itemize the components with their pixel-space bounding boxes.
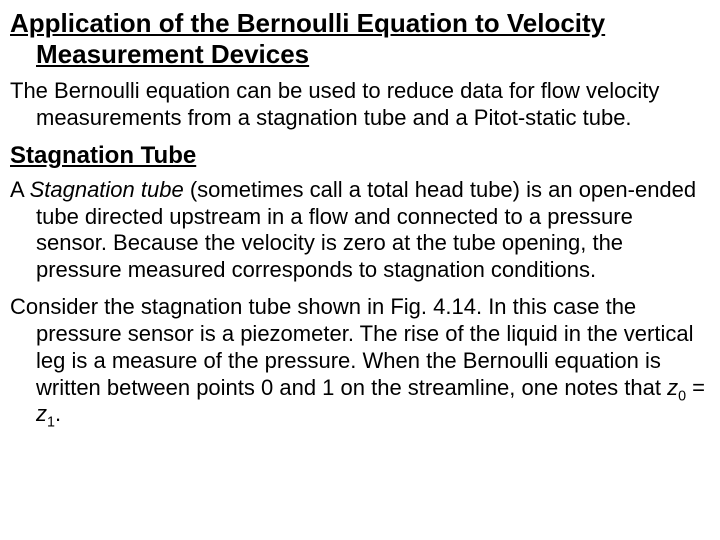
main-heading: Application of the Bernoulli Equation to… — [10, 8, 708, 70]
var-z0: z — [667, 375, 678, 400]
heading-line-1: Application of the Bernoulli Equation to… — [10, 8, 605, 38]
heading-line-2: Measurement Devices — [10, 39, 708, 70]
term-stagnation-tube: Stagnation tube — [30, 177, 184, 202]
text-body: Consider the stagnation tube shown in Fi… — [10, 294, 693, 399]
sub-1: 1 — [47, 415, 55, 431]
var-z1: z — [36, 401, 47, 426]
sub-0: 0 — [678, 388, 686, 404]
document-page: Application of the Bernoulli Equation to… — [0, 0, 720, 446]
intro-paragraph: The Bernoulli equation can be used to re… — [10, 78, 708, 132]
text-lead: A — [10, 177, 30, 202]
section-heading: Stagnation Tube — [10, 142, 708, 171]
stagnation-definition-paragraph: A Stagnation tube (sometimes call a tota… — [10, 177, 708, 284]
text-equals: = — [686, 375, 705, 400]
text-period: . — [55, 401, 61, 426]
stagnation-example-paragraph: Consider the stagnation tube shown in Fi… — [10, 294, 708, 428]
